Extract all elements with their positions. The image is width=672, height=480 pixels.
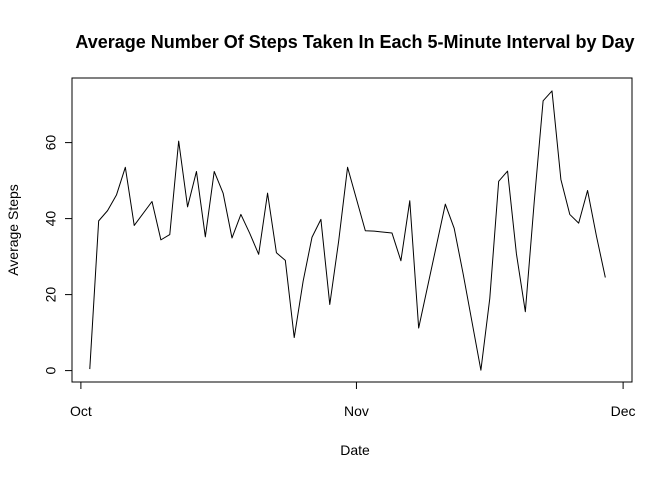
x-tick-label: Dec (611, 403, 636, 419)
x-axis-title: Date (340, 442, 370, 458)
y-tick-label: 60 (43, 135, 59, 151)
plot-frame (71, 77, 633, 383)
chart-title: Average Number Of Steps Taken In Each 5-… (75, 32, 634, 52)
y-axis: 0 20 40 60 (43, 135, 73, 374)
y-tick-label: 40 (43, 211, 59, 227)
x-tick-label: Oct (70, 403, 92, 419)
y-tick-label: 0 (43, 366, 59, 374)
y-axis-title: Average Steps (5, 184, 21, 276)
series-line (89, 90, 606, 371)
x-tick-label: Nov (344, 403, 369, 419)
x-axis: Oct Nov Dec (70, 381, 636, 419)
series-layer (89, 90, 606, 371)
y-tick-label: 20 (43, 287, 59, 303)
